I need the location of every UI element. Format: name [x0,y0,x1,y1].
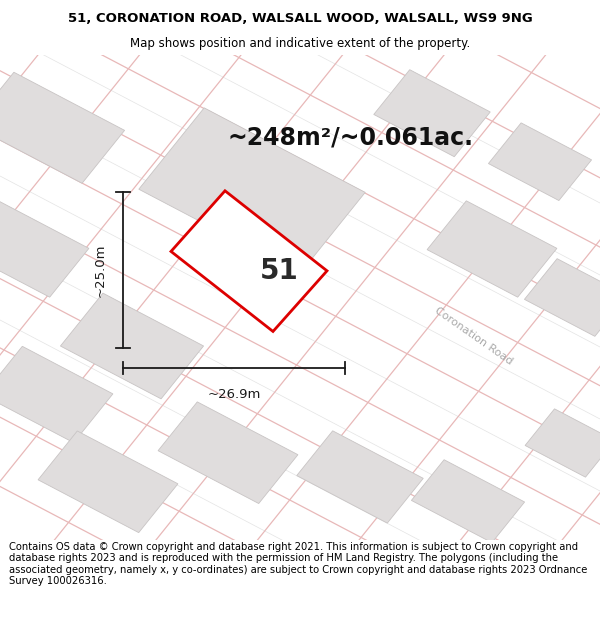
Text: ~248m²/~0.061ac.: ~248m²/~0.061ac. [228,126,474,149]
Text: ~26.9m: ~26.9m [208,388,260,401]
Polygon shape [171,191,327,331]
Polygon shape [297,431,423,523]
Polygon shape [0,201,89,297]
Polygon shape [412,460,524,542]
Polygon shape [139,108,365,274]
Polygon shape [488,123,592,201]
Text: ~25.0m: ~25.0m [94,243,107,297]
Polygon shape [427,201,557,297]
Polygon shape [38,431,178,532]
Text: 51: 51 [260,257,298,285]
Polygon shape [374,70,490,157]
Text: Contains OS data © Crown copyright and database right 2021. This information is : Contains OS data © Crown copyright and d… [9,542,587,586]
Polygon shape [158,402,298,504]
Polygon shape [61,293,203,399]
Text: 51, CORONATION ROAD, WALSALL WOOD, WALSALL, WS9 9NG: 51, CORONATION ROAD, WALSALL WOOD, WALSA… [68,12,532,25]
Text: Map shows position and indicative extent of the property.: Map shows position and indicative extent… [130,38,470,51]
Polygon shape [0,72,125,183]
Polygon shape [524,259,600,336]
Polygon shape [0,346,113,442]
Text: Coronation Road: Coronation Road [433,306,515,367]
Polygon shape [525,409,600,477]
